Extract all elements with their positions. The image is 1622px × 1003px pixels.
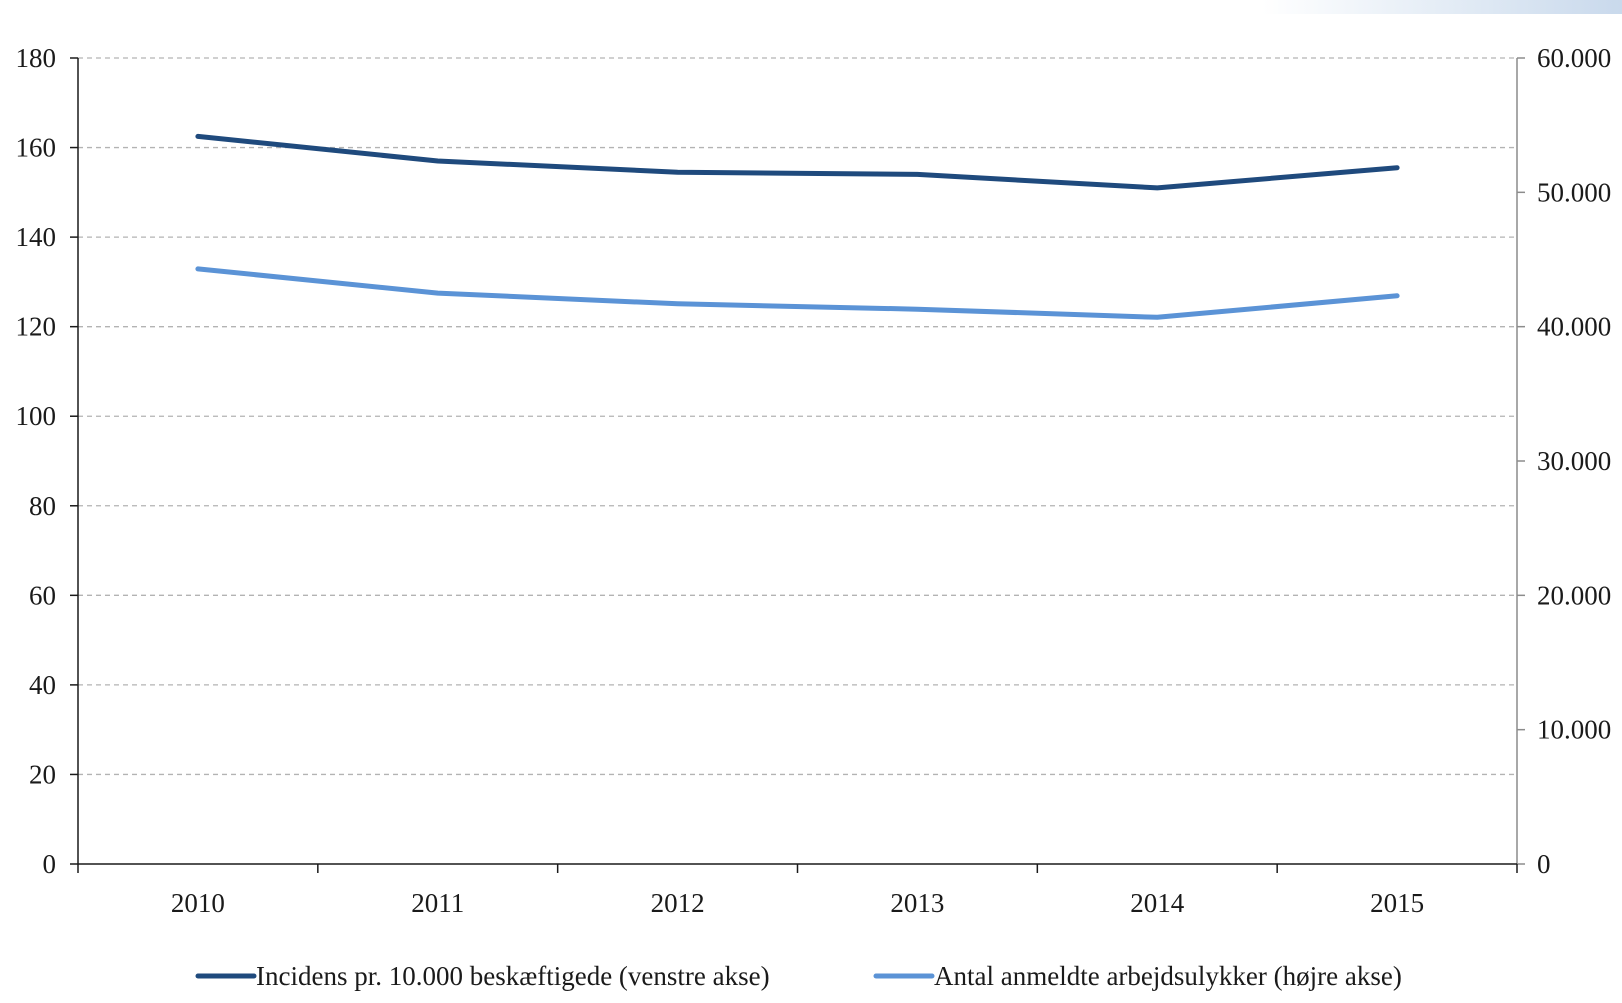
y-right-tick-label: 60.000 <box>1537 43 1611 73</box>
y-left-tick-label: 80 <box>29 491 56 521</box>
series-line-antal <box>195 266 1400 320</box>
series-lines <box>195 133 1400 320</box>
y-left-tick-label: 100 <box>16 401 57 431</box>
x-tick-label: 2014 <box>1130 888 1185 918</box>
y-right-tick-label: 20.000 <box>1537 580 1611 610</box>
x-tick-label: 2012 <box>651 888 705 918</box>
y-right-tick-label: 30.000 <box>1537 446 1611 476</box>
x-tick-label: 2010 <box>171 888 225 918</box>
series-line-incidens <box>195 133 1400 191</box>
y-right-tick-label: 10.000 <box>1537 715 1611 745</box>
legend-label: Antal anmeldte arbejdsulykker (højre aks… <box>934 961 1402 991</box>
y-left-tick-label: 180 <box>16 43 57 73</box>
axes: 0 20 40 60 80 100 120 140 160 180 0 10.000 20.000 30.… <box>16 43 1612 918</box>
x-tick-label: 2015 <box>1370 888 1424 918</box>
y-left-tick-label: 140 <box>16 222 57 252</box>
corner-decoration <box>1262 0 1622 14</box>
y-right-tick-label: 50.000 <box>1537 177 1611 207</box>
legend: Incidens pr. 10.000 beskæftigede (venstr… <box>195 961 1402 991</box>
x-tick-label: 2011 <box>411 888 464 918</box>
legend-label: Incidens pr. 10.000 beskæftigede (venstr… <box>256 961 770 991</box>
y-left-tick-label: 160 <box>16 133 57 163</box>
x-tick-label: 2013 <box>890 888 944 918</box>
y-right-tick-label: 40.000 <box>1537 312 1611 342</box>
y-left-tick-label: 20 <box>29 759 56 789</box>
y-left-tick-label: 60 <box>29 580 56 610</box>
y-left-tick-label: 120 <box>16 312 57 342</box>
y-left-tick-label: 40 <box>29 670 56 700</box>
y-left-tick-label: 0 <box>43 849 57 879</box>
y-right-tick-label: 0 <box>1537 849 1551 879</box>
grid-lines <box>78 57 1517 776</box>
